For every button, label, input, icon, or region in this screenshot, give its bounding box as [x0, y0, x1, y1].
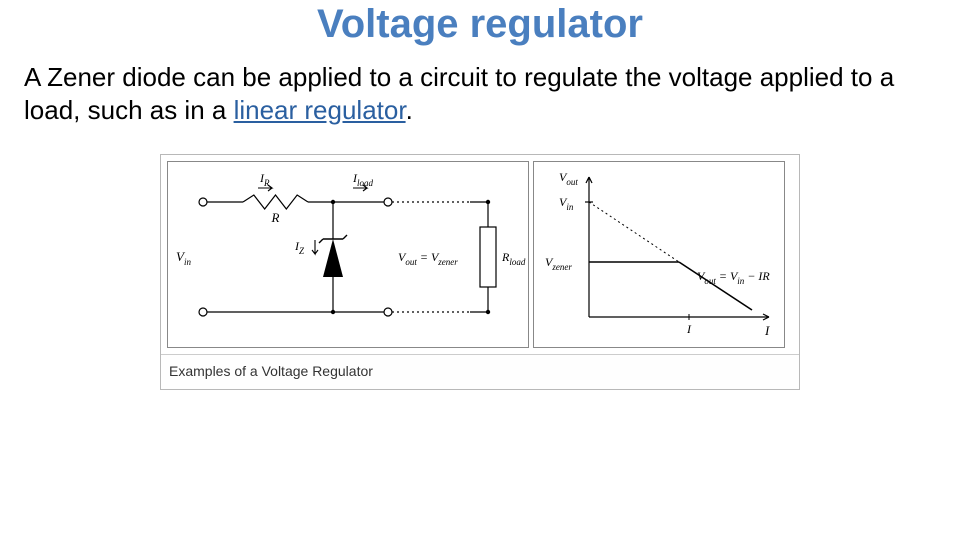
- svg-text:Vout: Vout: [559, 170, 578, 187]
- figure-panels: VinIRRIloadIZVout = VzenerRload VoutVinV…: [161, 155, 799, 354]
- page-title: Voltage regulator: [0, 2, 960, 47]
- svg-text:IR: IR: [259, 171, 270, 188]
- svg-text:Vin: Vin: [559, 195, 574, 212]
- circuit-diagram-panel: Vin IR R Iload IZ Vout = Vzener Rload: [167, 161, 529, 348]
- figure-container: VinIRRIloadIZVout = VzenerRload VoutVinV…: [160, 154, 800, 390]
- svg-text:Vzener: Vzener: [545, 255, 572, 272]
- svg-text:Vout = Vin − IR: Vout = Vin − IR: [697, 269, 770, 286]
- svg-text:Iload: Iload: [352, 171, 374, 188]
- intro-text-after: .: [406, 95, 413, 125]
- intro-paragraph: A Zener diode can be applied to a circui…: [24, 61, 936, 126]
- svg-text:I: I: [764, 323, 770, 338]
- svg-text:R: R: [271, 210, 280, 225]
- graph-panel: Vout Vin Vzener I I Vout = Vin − IR: [533, 161, 785, 348]
- intro-text-before: A Zener diode can be applied to a circui…: [24, 62, 894, 125]
- svg-text:Rload: Rload: [501, 250, 526, 267]
- svg-text:I: I: [686, 322, 692, 336]
- circuit-diagram: Vin IR R Iload IZ Vout = Vzener Rload: [168, 162, 528, 342]
- voltage-current-graph: Vout Vin Vzener I I Vout = Vin − IR: [534, 162, 784, 342]
- svg-text:Vout = Vzener: Vout = Vzener: [398, 250, 458, 267]
- svg-text:Vin: Vin: [176, 249, 191, 267]
- svg-text:IZ: IZ: [294, 239, 305, 256]
- figure-caption: Examples of a Voltage Regulator: [161, 354, 799, 389]
- linear-regulator-link[interactable]: linear regulator: [234, 95, 406, 125]
